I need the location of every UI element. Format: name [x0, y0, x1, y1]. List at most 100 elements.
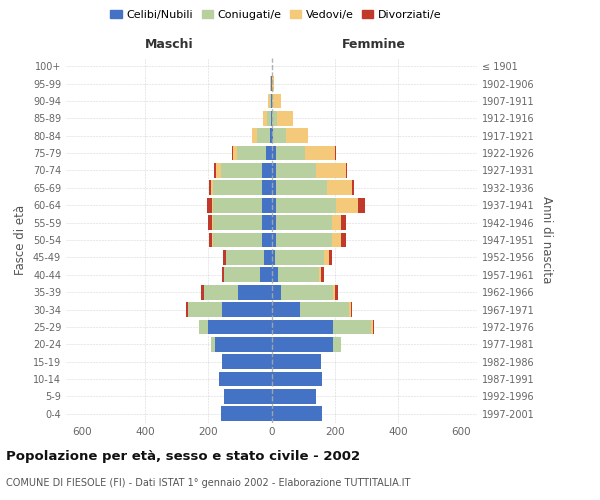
- Bar: [209, 180, 211, 195]
- Bar: [333, 320, 371, 334]
- Bar: [319, 268, 320, 282]
- Bar: [271, 320, 333, 334]
- Bar: [209, 232, 212, 248]
- Bar: [333, 285, 335, 300]
- Bar: [263, 111, 267, 126]
- Text: Femmine: Femmine: [342, 38, 406, 51]
- Bar: [208, 198, 212, 212]
- Bar: [214, 163, 216, 178]
- Bar: [286, 128, 308, 143]
- Y-axis label: Anni di nascita: Anni di nascita: [540, 196, 553, 284]
- Bar: [226, 250, 263, 265]
- Bar: [201, 285, 203, 300]
- Bar: [271, 128, 273, 143]
- Bar: [271, 372, 322, 386]
- Bar: [251, 128, 257, 143]
- Bar: [276, 180, 327, 195]
- Bar: [257, 128, 270, 143]
- Bar: [271, 389, 316, 404]
- Bar: [260, 268, 271, 282]
- Bar: [271, 250, 275, 265]
- Text: Maschi: Maschi: [145, 38, 193, 51]
- Bar: [358, 198, 365, 212]
- Bar: [300, 302, 349, 317]
- Bar: [216, 163, 221, 178]
- Bar: [220, 372, 271, 386]
- Bar: [276, 163, 316, 178]
- Bar: [276, 232, 332, 248]
- Bar: [262, 215, 271, 230]
- Bar: [276, 146, 305, 160]
- Bar: [213, 232, 262, 248]
- Bar: [332, 215, 341, 230]
- Bar: [211, 337, 215, 351]
- Bar: [271, 146, 276, 160]
- Bar: [211, 180, 213, 195]
- Bar: [270, 128, 271, 143]
- Bar: [271, 111, 272, 126]
- Bar: [212, 198, 213, 212]
- Bar: [270, 76, 271, 91]
- Bar: [263, 250, 271, 265]
- Bar: [199, 320, 208, 334]
- Bar: [271, 180, 276, 195]
- Bar: [215, 337, 271, 351]
- Bar: [276, 215, 332, 230]
- Bar: [262, 180, 271, 195]
- Bar: [271, 302, 300, 317]
- Bar: [271, 406, 322, 421]
- Bar: [327, 180, 352, 195]
- Bar: [332, 232, 341, 248]
- Bar: [335, 146, 337, 160]
- Bar: [203, 285, 238, 300]
- Bar: [268, 94, 270, 108]
- Text: COMUNE DI FIESOLE (FI) - Dati ISTAT 1° gennaio 2002 - Elaborazione TUTTITALIA.IT: COMUNE DI FIESOLE (FI) - Dati ISTAT 1° g…: [6, 478, 410, 488]
- Bar: [329, 250, 332, 265]
- Bar: [320, 268, 323, 282]
- Bar: [281, 285, 333, 300]
- Bar: [208, 320, 271, 334]
- Bar: [305, 146, 335, 160]
- Bar: [262, 198, 271, 212]
- Bar: [221, 268, 224, 282]
- Bar: [352, 180, 354, 195]
- Bar: [349, 302, 350, 317]
- Bar: [277, 111, 293, 126]
- Bar: [262, 163, 271, 178]
- Bar: [271, 354, 320, 369]
- Bar: [373, 320, 374, 334]
- Bar: [278, 268, 319, 282]
- Bar: [186, 302, 188, 317]
- Bar: [271, 337, 333, 351]
- Bar: [274, 94, 281, 108]
- Bar: [272, 94, 274, 108]
- Bar: [223, 354, 271, 369]
- Bar: [350, 302, 352, 317]
- Bar: [271, 198, 276, 212]
- Bar: [337, 198, 358, 212]
- Bar: [335, 285, 338, 300]
- Y-axis label: Fasce di età: Fasce di età: [14, 205, 27, 275]
- Bar: [213, 215, 262, 230]
- Bar: [266, 146, 271, 160]
- Bar: [324, 250, 329, 265]
- Bar: [273, 128, 286, 143]
- Bar: [276, 198, 337, 212]
- Bar: [212, 215, 213, 230]
- Bar: [262, 232, 271, 248]
- Bar: [275, 250, 324, 265]
- Bar: [224, 268, 260, 282]
- Bar: [271, 215, 276, 230]
- Bar: [272, 76, 274, 91]
- Bar: [221, 406, 271, 421]
- Text: Popolazione per età, sesso e stato civile - 2002: Popolazione per età, sesso e stato civil…: [6, 450, 360, 463]
- Bar: [232, 146, 233, 160]
- Bar: [238, 146, 266, 160]
- Bar: [341, 232, 346, 248]
- Bar: [188, 302, 223, 317]
- Bar: [267, 111, 271, 126]
- Bar: [233, 146, 238, 160]
- Bar: [208, 215, 212, 230]
- Bar: [271, 268, 278, 282]
- Bar: [272, 111, 277, 126]
